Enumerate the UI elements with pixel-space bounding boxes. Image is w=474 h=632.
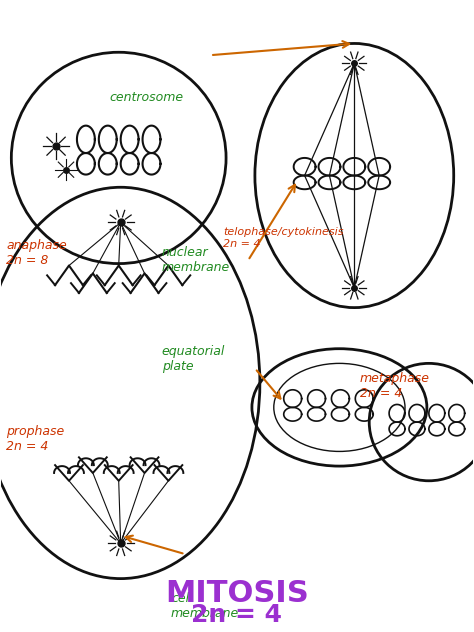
Text: nuclear
membrane: nuclear membrane: [162, 246, 230, 274]
Text: MITOSIS: MITOSIS: [165, 579, 309, 607]
Text: cell
membrane: cell membrane: [171, 592, 239, 620]
Text: metaphase
2n = 4: metaphase 2n = 4: [359, 372, 429, 401]
Text: telophase/cytokinesis
2n = 4: telophase/cytokinesis 2n = 4: [223, 227, 343, 248]
Text: centrosome: centrosome: [110, 91, 184, 104]
Text: anaphase
2n = 8: anaphase 2n = 8: [6, 240, 67, 267]
Text: equatorial
plate: equatorial plate: [162, 344, 225, 372]
Text: prophase
2n = 4: prophase 2n = 4: [6, 425, 64, 453]
Text: 2n = 4: 2n = 4: [191, 603, 283, 627]
